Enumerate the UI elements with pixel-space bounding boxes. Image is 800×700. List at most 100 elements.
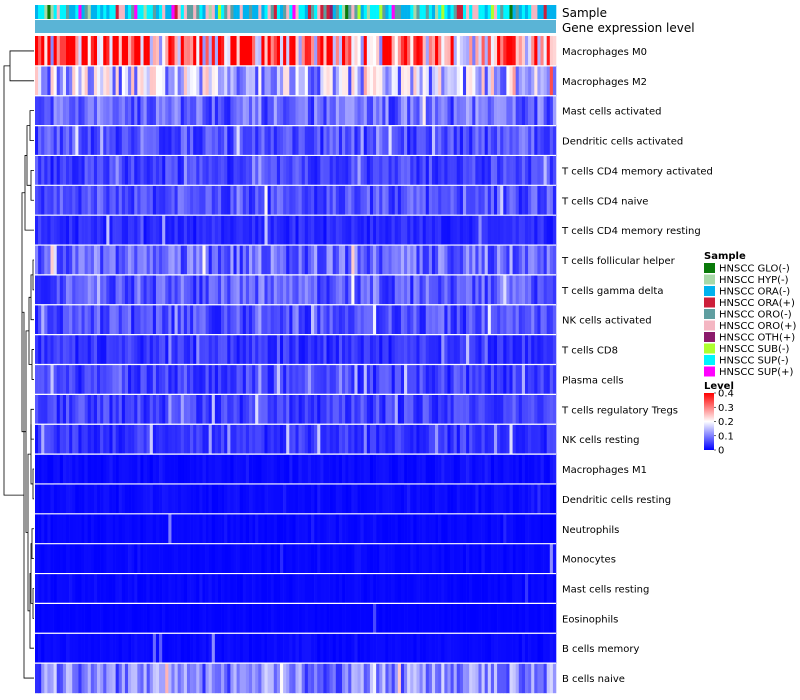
heatmap-cell: [475, 95, 479, 126]
heatmap-cell: [279, 185, 284, 216]
sample-annotation-cell: [329, 5, 334, 19]
sample-annotation-cell: [115, 5, 120, 19]
heatmap-cell: [174, 274, 178, 305]
heatmap-cell: [552, 95, 557, 126]
heatmap-cell: [183, 334, 188, 365]
heatmap-cell: [193, 573, 197, 604]
heatmap-cell: [369, 155, 374, 186]
heatmap-cell: [552, 304, 557, 335]
heatmap-cell: [50, 394, 54, 425]
heatmap-cell: [379, 543, 383, 574]
heatmap-cell: [208, 215, 213, 246]
heatmap-cell: [279, 65, 284, 96]
heatmap-cell: [205, 663, 209, 694]
heatmap-cell: [97, 424, 101, 455]
heatmap-cell: [373, 424, 377, 455]
heatmap-cell: [462, 513, 467, 544]
heatmap-cell: [478, 424, 482, 455]
heatmap-cell: [388, 215, 392, 246]
heatmap-cell: [258, 454, 262, 485]
heatmap-cell: [193, 513, 197, 544]
heatmap-cell: [208, 245, 213, 276]
heatmap-cell: [233, 543, 237, 574]
heatmap-cell: [301, 364, 306, 395]
heatmap-cell: [311, 65, 315, 96]
heatmap-cell: [475, 573, 479, 604]
heatmap-cell: [90, 125, 95, 156]
heatmap-cell: [103, 185, 107, 216]
heatmap-cell: [385, 65, 389, 96]
heatmap-cell: [267, 125, 271, 156]
heatmap-cell: [444, 215, 448, 246]
heatmap-cell: [264, 304, 268, 335]
heatmap-cell: [342, 334, 346, 365]
heatmap-cell: [447, 424, 451, 455]
heatmap-cell: [537, 125, 541, 156]
heatmap-cell: [202, 334, 206, 365]
heatmap-cell: [438, 36, 442, 67]
heatmap-cell: [264, 125, 268, 156]
heatmap-cell: [196, 543, 200, 574]
heatmap-cell: [397, 155, 402, 186]
heatmap-cell: [224, 394, 228, 425]
heatmap-cell: [159, 304, 163, 335]
heatmap-cell: [366, 603, 371, 634]
sample-legend: Sample HNSCC GLO(-)HNSCC HYP(-)HNSCC ORA…: [704, 251, 796, 378]
heatmap-cell: [512, 95, 516, 126]
heatmap-cell: [208, 543, 213, 574]
heatmap-cell: [521, 663, 526, 694]
heatmap-cell: [363, 334, 368, 365]
heatmap-cell: [518, 245, 523, 276]
heatmap-cell: [258, 424, 262, 455]
heatmap-cell: [59, 454, 64, 485]
heatmap-cell: [140, 155, 144, 186]
heatmap-cell: [534, 215, 538, 246]
heatmap-cell: [363, 573, 368, 604]
heatmap-cell: [549, 663, 554, 694]
heatmap-cell: [155, 424, 160, 455]
heatmap-cell: [186, 155, 191, 186]
heatmap-cell: [137, 125, 141, 156]
heatmap-cell: [134, 36, 138, 67]
heatmap-cell: [115, 185, 120, 216]
heatmap-cell: [537, 65, 541, 96]
heatmap-cell: [165, 663, 169, 694]
heatmap-cell: [301, 543, 306, 574]
heatmap-cell: [540, 245, 544, 276]
heatmap-cell: [413, 304, 417, 335]
heatmap-cell: [354, 36, 358, 67]
heatmap-cell: [338, 663, 343, 694]
heatmap-cell: [217, 513, 222, 544]
heatmap-cell: [447, 245, 451, 276]
heatmap-cell: [298, 424, 302, 455]
heatmap-cell: [462, 125, 467, 156]
heatmap-cell: [422, 364, 427, 395]
heatmap-cell: [413, 245, 417, 276]
heatmap-cell: [47, 543, 51, 574]
sample-annotation-cell: [469, 5, 473, 19]
dendrogram-branch: [24, 155, 34, 231]
heatmap-cell: [394, 603, 399, 634]
heatmap-cell: [376, 215, 380, 246]
heatmap-cell: [524, 454, 529, 485]
heatmap-cell: [295, 215, 299, 246]
sample-annotation-cell: [202, 5, 206, 19]
heatmap-cell: [159, 95, 163, 126]
heatmap-cell: [149, 155, 154, 186]
heatmap-cell: [286, 334, 290, 365]
heatmap-cell: [481, 543, 485, 574]
heatmap-cell: [335, 394, 340, 425]
heatmap-cell: [214, 304, 219, 335]
heatmap-cell: [140, 304, 144, 335]
heatmap-cell: [481, 65, 485, 96]
heatmap-cell: [41, 334, 45, 365]
heatmap-cell: [459, 334, 464, 365]
heatmap-cell: [112, 483, 116, 515]
heatmap-cell: [149, 603, 154, 634]
heatmap-cell: [450, 483, 454, 515]
heatmap-cell: [196, 603, 200, 634]
heatmap-cell: [428, 215, 433, 246]
sample-annotation-cell: [456, 5, 461, 19]
heatmap-cell: [518, 304, 523, 335]
heatmap-cell: [497, 573, 501, 604]
